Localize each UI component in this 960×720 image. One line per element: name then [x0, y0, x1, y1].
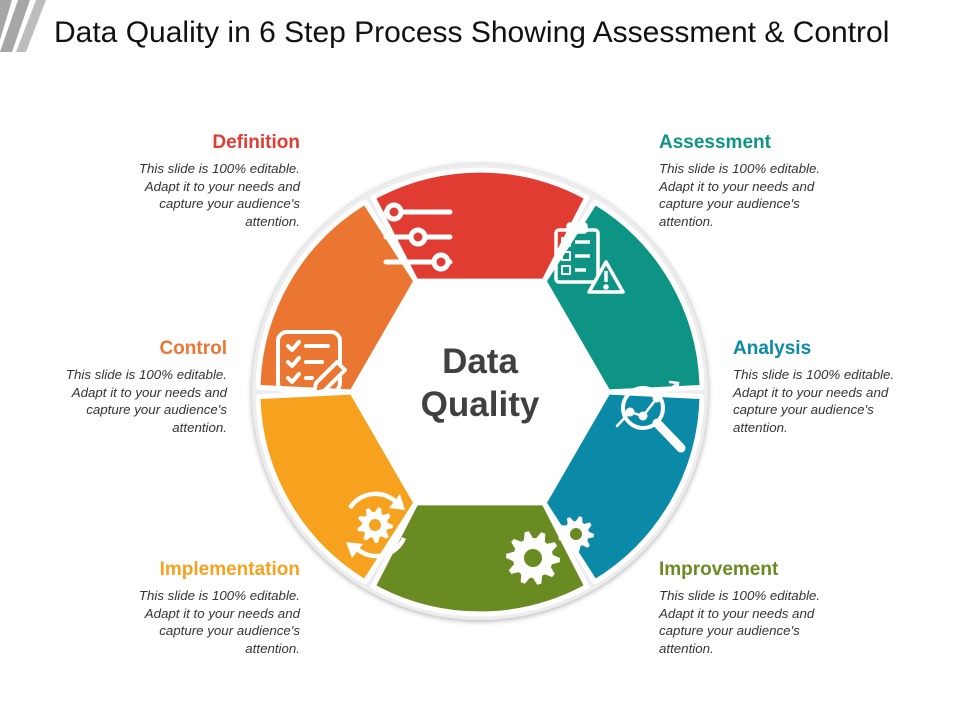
description-line: attention. [659, 640, 714, 656]
step-title: Assessment [659, 132, 771, 153]
step-title: Definition [212, 132, 300, 153]
step-title: Analysis [733, 338, 812, 359]
description-line: capture your audience's [159, 623, 300, 638]
segment-definition [370, 167, 590, 285]
description-line: capture your audience's [733, 402, 874, 417]
center-hexagon [349, 278, 611, 506]
description-line: Adapt it to your needs and [71, 384, 227, 400]
step-control: Control This slide is 100% editable. Ada… [27, 338, 227, 436]
step-description: This slide is 100% editable. Adapt it to… [27, 366, 227, 436]
step-assessment: Assessment This slide is 100% editable. … [659, 132, 859, 230]
description-line: This slide is 100% editable. [138, 588, 300, 603]
center-label-line2: Quality [420, 385, 540, 424]
description-line: Adapt it to your needs and [733, 384, 889, 400]
description-line: attention. [733, 419, 788, 435]
step-title: Control [159, 338, 227, 359]
sliders-icon [383, 202, 453, 272]
step-title: Improvement [659, 559, 779, 580]
corner-stripes-decoration [0, 0, 46, 52]
description-line: This slide is 100% editable. [659, 161, 821, 176]
segment-improvement [370, 499, 590, 617]
description-line: capture your audience's [659, 623, 800, 638]
step-analysis: Analysis This slide is 100% editable. Ad… [733, 338, 933, 436]
description-line: Adapt it to your needs and [144, 178, 300, 194]
description-line: This slide is 100% editable. [65, 367, 227, 382]
step-title: Implementation [159, 559, 300, 580]
page-title: Data Quality in 6 Step Process Showing A… [54, 16, 890, 49]
magnifier-chart-icon [615, 380, 686, 453]
gears-icon [506, 516, 594, 585]
step-description: This slide is 100% editable. Adapt it to… [100, 587, 300, 657]
description-line: attention. [172, 419, 227, 435]
checklist-pencil-icon [276, 330, 347, 395]
cycle-gear-icon [346, 491, 407, 559]
center-label-line1: Data [442, 342, 518, 381]
step-definition: Definition This slide is 100% editable. … [100, 132, 300, 230]
description-line: Adapt it to your needs and [659, 605, 815, 621]
checklist-warning-icon [554, 222, 625, 294]
description-line: This slide is 100% editable. [733, 367, 895, 382]
step-description: This slide is 100% editable. Adapt it to… [733, 366, 933, 436]
description-line: This slide is 100% editable. [659, 588, 821, 603]
step-improvement: Improvement This slide is 100% editable.… [659, 559, 859, 657]
description-line: attention. [659, 213, 714, 229]
step-description: This slide is 100% editable. Adapt it to… [659, 160, 859, 230]
description-line: attention. [245, 640, 300, 656]
description-line: capture your audience's [86, 402, 227, 417]
step-description: This slide is 100% editable. Adapt it to… [659, 587, 859, 657]
description-line: Adapt it to your needs and [659, 178, 815, 194]
description-line: capture your audience's [659, 196, 800, 211]
step-implementation: Implementation This slide is 100% editab… [100, 559, 300, 657]
center-label: Data Quality [380, 340, 580, 426]
description-line: capture your audience's [159, 196, 300, 211]
description-line: Adapt it to your needs and [144, 605, 300, 621]
description-line: This slide is 100% editable. [138, 161, 300, 176]
description-line: attention. [245, 213, 300, 229]
step-description: This slide is 100% editable. Adapt it to… [100, 160, 300, 230]
